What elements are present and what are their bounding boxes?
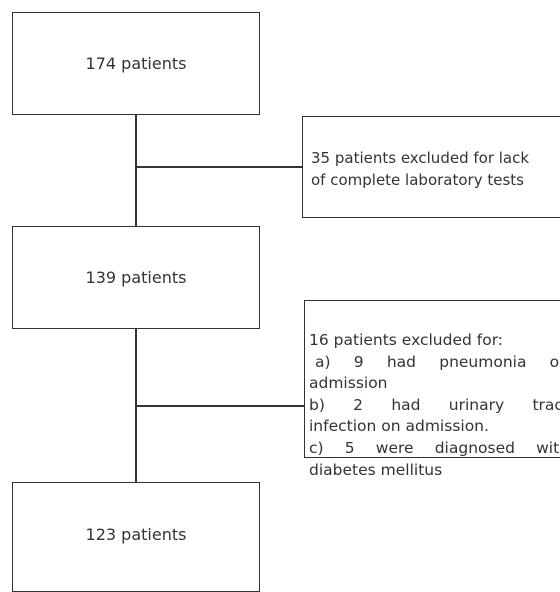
exclusion-box-lab-tests: 35 patients excluded for lack of complet… <box>302 116 560 218</box>
exclusion-header: 16 patients excluded for: <box>309 331 504 349</box>
exclusion-text: of complete laboratory tests <box>311 171 524 189</box>
exclusion-item-a: a) 9 had pneumonia on <box>315 352 560 371</box>
exclusion-text: 35 patients excluded for lack <box>311 149 530 167</box>
flow-box-label: 123 patients <box>85 525 187 544</box>
flow-box-174-patients: 174 patients <box>12 12 260 115</box>
exclusion-box-comorbidities: 16 patients excluded for: a) 9 had pneum… <box>304 300 560 479</box>
flow-box-label: 139 patients <box>85 268 187 287</box>
exclusion-item-a-cont: admission <box>309 374 388 393</box>
flow-box-139-patients: 139 patients <box>12 226 260 329</box>
exclusion-item-c: c) 5 were diagnosed with <box>309 438 560 457</box>
branch-line <box>135 405 304 407</box>
connector-line <box>135 115 137 226</box>
exclusion-item-b-cont: infection on admission. <box>309 417 489 436</box>
flow-box-123-patients: 123 patients <box>12 482 260 592</box>
exclusion-item-c-cont: diabetes mellitus <box>309 460 443 479</box>
exclusion-item-b: b) 2 had urinary tract <box>309 395 560 414</box>
flow-box-label: 174 patients <box>85 54 187 73</box>
branch-line <box>135 166 302 168</box>
